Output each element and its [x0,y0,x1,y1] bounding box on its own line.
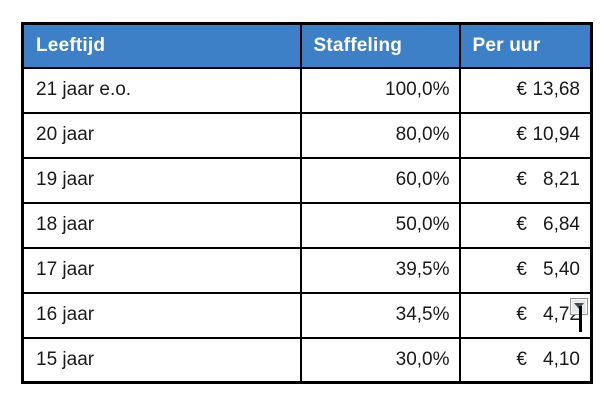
wage-amount: 10,94 [532,124,580,145]
wage-amount: 5,40 [543,259,580,280]
age-cell: 18 jaar [21,201,302,249]
hourly-wage-cell: €13,68 [458,66,593,114]
euro-sign: € [516,259,527,280]
percentage-cell: 39,5% [299,246,461,294]
wage-table-body: 21 jaar e.o. 100,0% €13,68 20 jaar 80,0%… [21,66,593,384]
hourly-wage-cell: €6,84 [458,201,593,249]
wage-amount: 8,21 [543,169,580,190]
text-cursor [579,305,582,332]
age-cell: 20 jaar [21,111,302,159]
euro-sign: € [516,124,527,145]
hourly-wage-cell: €10,94 [458,111,593,159]
percentage-cell: 50,0% [299,201,461,249]
age-cell: 17 jaar [21,246,302,294]
euro-sign: € [516,348,527,370]
table-row: 20 jaar 80,0% €10,94 [21,111,593,159]
header-per-uur: Per uur [458,22,593,69]
euro-sign: € [516,214,527,235]
age-cell: 16 jaar [21,291,302,339]
hourly-wage-cell: €8,21 [458,156,593,204]
age-cell: 21 jaar e.o. [21,66,302,114]
percentage-cell: 100,0% [299,66,461,114]
hourly-wage-cell: €5,40 [458,246,593,294]
header-staffeling: Staffeling [299,22,461,69]
euro-sign: € [516,79,527,100]
wage-amount: 4,10 [543,348,580,370]
age-cell: 15 jaar [21,336,302,384]
euro-sign: € [516,304,527,325]
table-row: 17 jaar 39,5% €5,40 [21,246,593,294]
percentage-cell: 80,0% [299,111,461,159]
euro-sign: € [516,169,527,190]
header-row: Leeftijd Staffeling Per uur [21,22,593,69]
percentage-cell: 30,0% [299,336,461,384]
percentage-cell: 34,5% [299,291,461,339]
table-row: 16 jaar 34,5% €4,72 [21,291,593,339]
header-leeftijd: Leeftijd [21,22,302,69]
wage-amount: 13,68 [532,79,580,100]
percentage-cell: 60,0% [299,156,461,204]
hourly-wage-cell: €4,10 [458,336,593,384]
hourly-wage-cell: €4,72 [458,291,593,339]
table-row: 15 jaar 30,0% €4,10 [21,336,593,384]
wage-table: Leeftijd Staffeling Per uur 21 jaar e.o.… [21,22,593,384]
table-row: 19 jaar 60,0% €8,21 [21,156,593,204]
table-row: 18 jaar 50,0% €6,84 [21,201,593,249]
wage-amount: 6,84 [543,214,580,235]
wage-table-header: Leeftijd Staffeling Per uur [21,22,593,69]
age-cell: 19 jaar [21,156,302,204]
table-row: 21 jaar e.o. 100,0% €13,68 [21,66,593,114]
